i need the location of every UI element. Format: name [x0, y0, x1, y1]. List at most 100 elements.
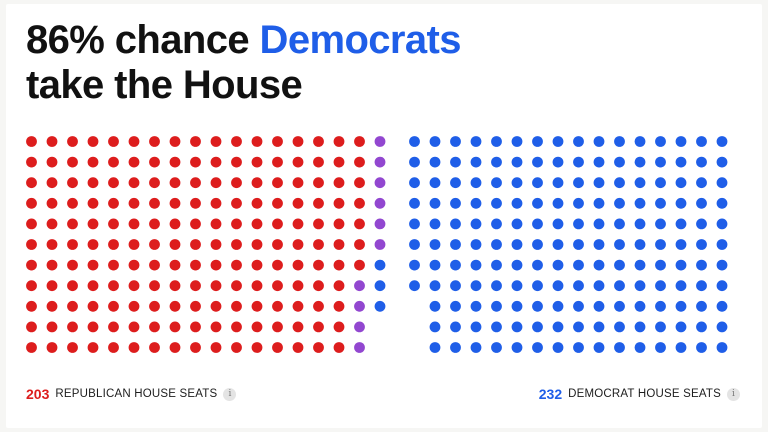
democrat-seat-dot: [409, 239, 420, 250]
republican-seat-dot: [108, 239, 119, 250]
republican-seat-dot: [26, 136, 37, 147]
republican-seat-dot: [108, 321, 119, 333]
republican-seat-dot: [333, 342, 345, 353]
republican-seat-dot: [46, 321, 58, 333]
republican-seat-dot: [333, 300, 345, 312]
democrat-seat-dot: [634, 177, 646, 189]
democrat-seat-dot: [491, 156, 502, 168]
forecast-card: [6, 4, 762, 428]
republican-seat-dot: [67, 300, 78, 312]
republican-seat-dot: [46, 218, 58, 230]
republican-seat-dot: [313, 239, 324, 250]
republican-seat-dot: [313, 280, 324, 292]
republican-seat-dot: [87, 136, 99, 147]
info-icon[interactable]: i: [727, 387, 740, 401]
democrat-seat-dot: [491, 259, 502, 271]
democrat-seat-dot: [552, 136, 564, 147]
democrat-seat-dot: [655, 321, 666, 333]
democrat-seat-dot: [450, 218, 461, 230]
democrat-seat-dot: [593, 342, 605, 353]
democrat-seat-dot: [511, 321, 523, 333]
republican-seat-dot: [128, 321, 140, 333]
democrat-seat-dot: [409, 259, 420, 271]
democrat-seat-dot: [450, 280, 461, 292]
democrat-seat-dot: [593, 300, 605, 312]
republican-seat-dot: [292, 300, 304, 312]
democrat-seat-dot: [573, 218, 584, 230]
democrat-seat-dot: [675, 177, 687, 189]
tossup-seat-dot: [354, 321, 365, 333]
republican-seat-dot: [333, 321, 345, 333]
democrat-seat-dot: [470, 239, 482, 250]
democrat-seat-dot: [716, 218, 728, 230]
info-icon[interactable]: i: [223, 387, 237, 401]
democrat-seat-dot: [675, 156, 687, 168]
democrat-seat-dot: [634, 280, 646, 292]
democrat-seat-dot: [675, 239, 687, 250]
republican-seat-dot: [333, 136, 345, 147]
republican-seat-dot: [210, 218, 222, 230]
democrat-seat-dot: [450, 177, 461, 189]
republican-seat-dot: [128, 280, 140, 292]
tossup-seat-dot: [374, 197, 386, 209]
republican-seat-dot: [251, 259, 263, 271]
tossup-seat-dot: [354, 342, 365, 353]
democrat-seat-dot: [491, 177, 502, 189]
democrat-seat-dot: [491, 321, 502, 333]
democrat-seat-dot: [614, 177, 625, 189]
democrat-seat-dot: [614, 218, 625, 230]
republican-seat-dot: [231, 280, 242, 292]
republican-seat-dot: [210, 156, 222, 168]
democrat-seat-dot: [511, 300, 523, 312]
democrat-seat-dot: [716, 321, 728, 333]
democrat-seat-dot: [655, 136, 666, 147]
democrat-seat-dot: [409, 218, 420, 230]
republican-seat-dot: [190, 300, 201, 312]
republican-seat-dot: [149, 197, 160, 209]
democrat-seat-dot: [532, 259, 543, 271]
republican-seat-dot: [108, 156, 119, 168]
republican-seat-dot: [149, 136, 160, 147]
democrat-seat-dot: [374, 280, 386, 292]
republican-seat-dot: [26, 300, 37, 312]
headline-accent: Democrats: [259, 18, 462, 62]
democrat-seat-dot: [429, 218, 441, 230]
republican-seat-dot: [292, 197, 304, 209]
democrat-seat-dot: [655, 280, 666, 292]
republican-seat-dot: [231, 136, 242, 147]
democrat-seat-dot: [470, 280, 482, 292]
republican-seat-dot: [169, 136, 181, 147]
democrat-seat-dot: [716, 156, 728, 168]
democrat-seat-dot: [634, 342, 646, 353]
republican-seat-dot: [251, 239, 263, 250]
democrat-seat-dot: [696, 197, 707, 209]
republican-seat-dot: [333, 177, 345, 189]
republican-seat-dot: [210, 197, 222, 209]
democrat-seat-dot: [429, 259, 441, 271]
republican-seat-dot: [251, 136, 263, 147]
democrat-seat-dot: [696, 280, 707, 292]
republican-seat-dot: [231, 300, 242, 312]
republican-seat-dot: [87, 280, 99, 292]
headline-prefix: 86% chance: [26, 18, 250, 62]
democrat-seat-dot: [511, 280, 523, 292]
republican-seat-dot: [149, 239, 160, 250]
republican-seat-dot: [251, 197, 263, 209]
democrat-seat-dot: [470, 218, 482, 230]
democrat-seat-dot: [409, 156, 420, 168]
republican-seat-dot: [231, 177, 242, 189]
republican-seat-dot: [108, 218, 119, 230]
democrat-seat-dot: [716, 300, 728, 312]
democrat-seat-dot: [573, 259, 584, 271]
democrat-seat-dot: [470, 136, 482, 147]
republican-seat-dot: [313, 136, 324, 147]
republican-seat-dot: [67, 342, 78, 353]
democrat-seat-count: 232: [538, 386, 563, 402]
democrat-seat-dot: [634, 136, 646, 147]
republican-seat-dot: [190, 321, 201, 333]
democrat-seat-dot: [470, 300, 482, 312]
democrat-seat-dot: [409, 280, 420, 292]
republican-seat-dot: [190, 177, 201, 189]
republican-seat-dot: [128, 136, 140, 147]
democrat-seat-dot: [593, 156, 605, 168]
